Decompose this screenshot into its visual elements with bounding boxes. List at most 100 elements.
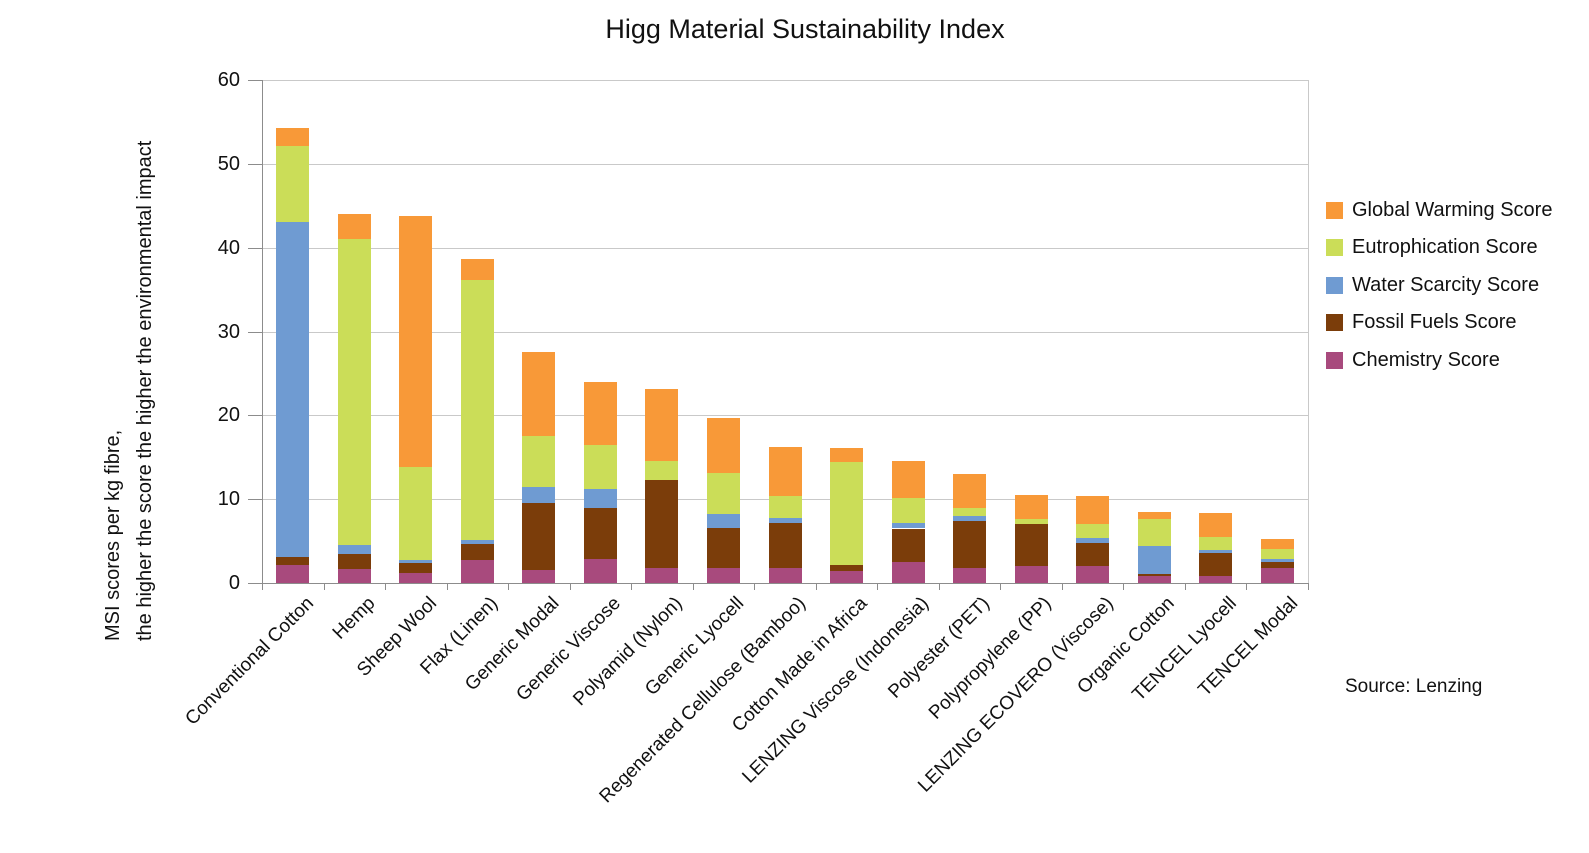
bar-segment bbox=[1199, 512, 1233, 537]
x-axis-tick bbox=[877, 584, 879, 590]
bar-segment bbox=[645, 461, 679, 480]
legend-label: Chemistry Score bbox=[1352, 348, 1500, 371]
bar-segment bbox=[706, 473, 740, 515]
y-tick-label: 30 bbox=[217, 320, 240, 343]
legend-label: Eutrophication Score bbox=[1352, 236, 1538, 258]
x-axis-tick bbox=[815, 584, 817, 590]
bar-segment bbox=[1260, 562, 1294, 568]
bar-segment bbox=[522, 487, 556, 503]
bar-segment bbox=[830, 565, 864, 572]
bar-segment bbox=[337, 545, 371, 555]
bar-segment bbox=[768, 447, 802, 496]
bar-segment bbox=[830, 448, 864, 463]
legend-item: Eutrophication Score bbox=[1326, 236, 1538, 260]
bar-segment bbox=[337, 214, 371, 240]
bar-segment bbox=[460, 258, 494, 280]
x-axis-tick bbox=[446, 584, 448, 590]
bar-segment bbox=[276, 127, 310, 147]
bar-segment bbox=[1014, 519, 1048, 525]
bar-segment bbox=[583, 489, 617, 509]
bar-segment bbox=[1076, 495, 1110, 525]
y-axis-tick bbox=[248, 499, 262, 501]
x-axis-tick bbox=[569, 584, 571, 590]
plot-border-right bbox=[1308, 80, 1309, 584]
bar-segment bbox=[1137, 576, 1171, 583]
bar-segment bbox=[460, 559, 494, 583]
y-axis-line bbox=[262, 80, 263, 584]
bar-segment bbox=[522, 502, 556, 570]
y-axis-tick bbox=[248, 247, 262, 249]
bar-segment bbox=[706, 417, 740, 474]
y-axis-tick bbox=[248, 415, 262, 417]
bar-segment bbox=[1014, 524, 1048, 567]
bar-segment bbox=[645, 479, 679, 568]
bar-segment bbox=[891, 528, 925, 563]
bar-segment bbox=[583, 508, 617, 559]
x-axis-tick bbox=[1308, 584, 1309, 590]
bar-segment bbox=[891, 461, 925, 499]
y-tick-label: 0 bbox=[228, 572, 240, 594]
legend-swatch bbox=[1326, 239, 1343, 256]
legend-item: Fossil Fuels Score bbox=[1326, 311, 1517, 335]
legend-swatch bbox=[1326, 276, 1343, 294]
legend-swatch bbox=[1326, 351, 1343, 369]
legend-item: Water Scarcity Score bbox=[1326, 273, 1539, 297]
y-tick-label: 20 bbox=[217, 404, 240, 427]
bar-segment bbox=[1076, 566, 1110, 583]
bar-segment bbox=[891, 522, 925, 529]
x-axis-tick bbox=[1246, 584, 1248, 590]
bar-segment bbox=[1137, 511, 1171, 520]
gridline bbox=[262, 415, 1308, 417]
bar-segment bbox=[583, 558, 617, 583]
gridline bbox=[262, 163, 1308, 165]
bar-segment bbox=[1137, 519, 1171, 547]
bar-segment bbox=[583, 444, 617, 490]
x-axis-tick bbox=[1000, 584, 1002, 590]
bar-segment bbox=[706, 514, 740, 528]
bar-segment bbox=[1199, 550, 1233, 553]
bar-segment bbox=[1199, 552, 1233, 577]
x-axis-tick bbox=[631, 584, 633, 590]
y-axis-tick bbox=[248, 163, 262, 165]
bar-segment bbox=[337, 239, 371, 546]
y-tick-label: 50 bbox=[217, 152, 240, 175]
x-axis-tick bbox=[1061, 584, 1063, 590]
x-axis-line bbox=[262, 583, 1309, 584]
bar-segment bbox=[768, 567, 802, 583]
bar-segment bbox=[1076, 542, 1110, 567]
x-axis-tick bbox=[938, 584, 940, 590]
bar-segment bbox=[645, 567, 679, 583]
bar-segment bbox=[1199, 576, 1233, 583]
bar-segment bbox=[1260, 539, 1294, 549]
bar-segment bbox=[399, 572, 433, 583]
bar-segment bbox=[276, 221, 310, 557]
bar-segment bbox=[276, 557, 310, 565]
x-axis-tick bbox=[1184, 584, 1186, 590]
legend-label: Global Warming Score bbox=[1352, 198, 1553, 221]
category-label: Conventional Cotton bbox=[181, 593, 318, 730]
bar-segment bbox=[1260, 548, 1294, 559]
x-axis-tick bbox=[754, 584, 756, 590]
bar-segment bbox=[399, 467, 433, 560]
source-note: Source: Lenzing bbox=[1345, 676, 1483, 697]
bar-segment bbox=[1014, 566, 1048, 583]
bar-segment bbox=[1260, 567, 1294, 583]
bar-segment bbox=[399, 562, 433, 573]
bar-segment bbox=[891, 498, 925, 523]
legend-label: Water Scarcity Score bbox=[1352, 273, 1540, 296]
x-axis-tick bbox=[692, 584, 694, 590]
bar-segment bbox=[830, 462, 864, 566]
category-label: Hemp bbox=[328, 593, 380, 644]
bar-segment bbox=[953, 508, 987, 516]
bar-segment bbox=[399, 559, 433, 563]
x-axis-tick bbox=[1123, 584, 1125, 590]
bar-segment bbox=[706, 567, 740, 583]
chart-title: Higg Material Sustainability Index bbox=[605, 14, 1005, 44]
bar-segment bbox=[953, 567, 987, 583]
bar-segment bbox=[1260, 558, 1294, 563]
bar-segment bbox=[276, 564, 310, 583]
bar-segment bbox=[1137, 573, 1171, 577]
bar-segment bbox=[645, 389, 679, 462]
x-axis-tick bbox=[385, 584, 387, 590]
